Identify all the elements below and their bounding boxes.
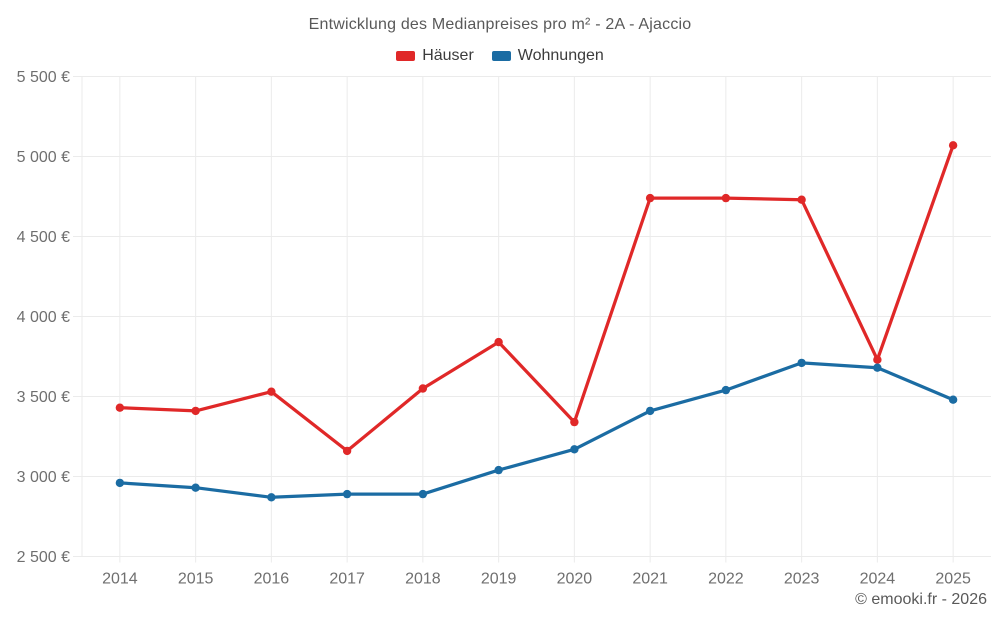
wohnungen-legend-label: Wohnungen (517, 47, 604, 64)
wohnungen-line (118, 361, 955, 499)
wohnungen-point-2021[interactable] (645, 406, 655, 416)
haeuser-point-2017[interactable] (342, 446, 352, 456)
x-tick-label-2023: 2023 (784, 571, 820, 588)
copyright-watermark: © emooki.fr - 2026 (855, 591, 987, 608)
y-tick-label: 3 500 € (17, 389, 70, 406)
wohnungen-point-2023[interactable] (797, 358, 806, 368)
wohnungen-point-2019[interactable] (494, 465, 503, 475)
y-tick-label: 2 500 € (17, 549, 70, 566)
wohnungen-point-2024[interactable] (873, 363, 882, 372)
haeuser-legend-swatch-icon (396, 51, 416, 61)
haeuser-point-2016[interactable] (267, 387, 276, 396)
wohnungen-point-2016[interactable] (267, 493, 276, 502)
x-tick-label-2020: 2020 (557, 571, 593, 588)
legend-item-wohnungen[interactable]: Wohnungen (491, 47, 604, 65)
y-tick-label: 5 500 € (17, 69, 70, 86)
haeuser-line (118, 143, 955, 453)
x-tick-label-2021: 2021 (632, 571, 668, 588)
haeuser-point-2015[interactable] (191, 406, 200, 416)
haeuser-point-2014[interactable] (115, 403, 125, 412)
legend-item-haeuser[interactable]: Häuser (396, 47, 474, 65)
haeuser-point-2023[interactable] (797, 195, 806, 204)
y-tick-label: 4 500 € (17, 229, 70, 246)
x-tick-label-2024: 2024 (860, 571, 896, 588)
haeuser-legend-label: Häuser (422, 47, 474, 64)
x-tick-label-2025: 2025 (935, 571, 971, 588)
x-tick-label-2014: 2014 (102, 571, 138, 588)
wohnungen-point-2025[interactable] (948, 395, 958, 404)
x-tick-label-2015: 2015 (178, 571, 214, 588)
x-tick-label-2018: 2018 (405, 571, 441, 588)
haeuser-point-2022[interactable] (721, 193, 731, 203)
haeuser-point-2024[interactable] (873, 355, 882, 364)
x-tick-label-2019: 2019 (481, 571, 517, 588)
haeuser-point-2021[interactable] (645, 193, 655, 203)
haeuser-point-2018[interactable] (418, 384, 428, 393)
chart-title: Entwicklung des Medianpreises pro m² - 2… (308, 16, 692, 33)
wohnungen-point-2020[interactable] (570, 445, 579, 454)
wohnungen-point-2022[interactable] (721, 385, 731, 395)
haeuser-point-2020[interactable] (570, 417, 579, 427)
y-tick-label: 3 000 € (17, 469, 70, 486)
legend: Häuser Wohnungen (0, 47, 1000, 65)
y-tick-label: 4 000 € (17, 309, 70, 326)
y-tick-label: 5 000 € (17, 149, 70, 166)
wohnungen-point-2017[interactable] (342, 489, 352, 499)
haeuser-point-2025[interactable] (948, 141, 958, 150)
wohnungen-legend-swatch-icon (491, 51, 511, 61)
haeuser-point-2019[interactable] (494, 337, 503, 347)
wohnungen-point-2014[interactable] (115, 478, 125, 488)
wohnungen-point-2015[interactable] (191, 483, 200, 492)
wohnungen-point-2018[interactable] (418, 489, 428, 499)
x-tick-label-2022: 2022 (708, 571, 744, 588)
x-tick-label-2016: 2016 (254, 571, 290, 588)
x-tick-label-2017: 2017 (329, 571, 365, 588)
